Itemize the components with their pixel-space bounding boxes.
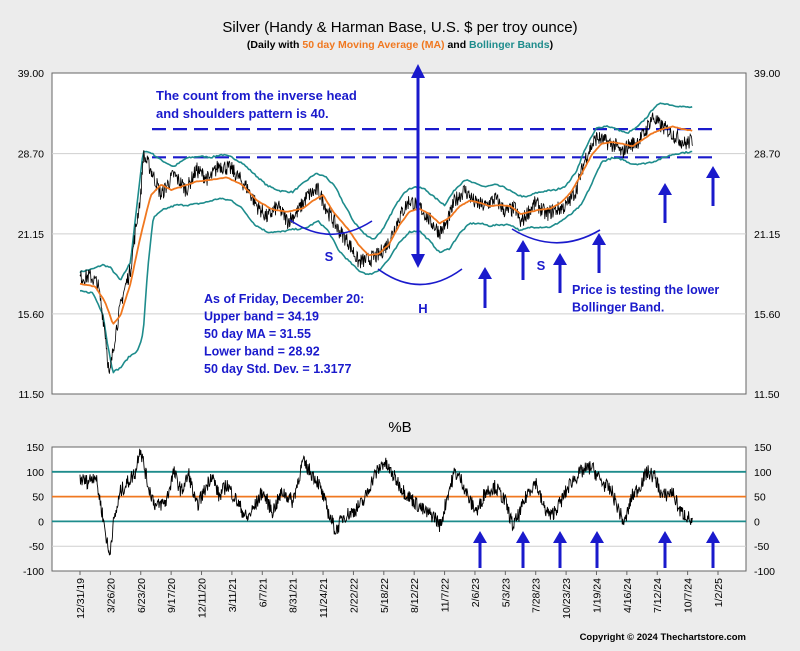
price-y-tick-label-left: 21.15 [18, 229, 44, 241]
bollinger-upper-band [79, 102, 693, 281]
testing-annotation-line: Price is testing the lower [572, 283, 719, 297]
x-tick-label: 1/19/24 [591, 578, 603, 613]
percent-b-up-arrow-head [706, 531, 720, 543]
price-y-ticks-right: 39.00 28.70 21.15 15.60 11.50 [754, 68, 780, 401]
count-annotation-line: and shoulders pattern is 40. [156, 106, 329, 121]
count-arrow-bottom-head [411, 254, 425, 268]
price-up-arrow-head [658, 183, 672, 195]
moving-average-line [79, 125, 693, 325]
subtitle-middle: and [445, 39, 470, 51]
percent-b-y-tick-label-right: 50 [754, 492, 766, 504]
x-tick-label: 10/23/23 [561, 578, 573, 619]
subtitle-ma-label: 50 day Moving Average (MA) [302, 39, 444, 51]
pattern-label-left-shoulder: S [325, 249, 334, 264]
price-y-gridlines [52, 153, 746, 315]
x-tick-label: 5/3/23 [500, 578, 512, 607]
x-tick-label: 9/17/20 [166, 578, 178, 613]
percent-b-y-tick-label-right: 150 [754, 442, 772, 454]
x-tick-label: 6/23/20 [136, 578, 148, 613]
price-annotations: S H S The count from the inverse head and sh… [156, 64, 720, 376]
count-arrow-top-head [411, 64, 425, 78]
price-y-tick-label-left: 11.50 [19, 389, 45, 401]
x-tick-label: 12/11/20 [197, 578, 209, 618]
percent-b-series-group [79, 448, 693, 556]
percent-b-title: %B [388, 419, 411, 436]
x-tick-label: 12/31/19 [75, 578, 87, 619]
price-up-arrow-head [592, 233, 606, 245]
price-y-tick-label-right: 11.50 [754, 389, 780, 401]
copyright: Copyright © 2024 Thechartstore.com [580, 632, 746, 643]
percent-b-y-tick-label-left: -50 [29, 541, 44, 553]
testing-annotation-line: Bollinger Band. [572, 301, 664, 315]
percent-b-y-tick-label-right: 0 [754, 516, 760, 528]
x-tick-label: 11/24/21 [318, 578, 330, 618]
price-y-tick-label-left: 39.00 [18, 68, 44, 80]
price-up-arrow-head [706, 166, 720, 178]
head-curve [377, 268, 463, 286]
percent-b-line [79, 448, 693, 556]
x-tick-label: 11/7/22 [440, 578, 452, 612]
x-tick-label: 2/22/22 [348, 578, 360, 613]
percent-b-up-arrow-head [658, 531, 672, 543]
price-line [79, 112, 694, 374]
percent-b-y-tick-label-left: -100 [23, 566, 44, 578]
price-y-tick-label-right: 15.60 [754, 309, 780, 321]
percent-b-y-tick-label-left: 150 [26, 442, 44, 454]
price-up-arrow-head [478, 267, 492, 279]
percent-b-y-tick-label-left: 100 [26, 467, 44, 479]
price-series-group [79, 102, 694, 374]
x-tick-label: 1/2/25 [713, 578, 725, 607]
chart-title: Silver (Handy & Harman Base, U.S. $ per … [222, 19, 577, 36]
x-tick-label: 10/7/24 [683, 578, 695, 613]
price-y-tick-label-left: 28.70 [18, 149, 44, 161]
as-of-annotation-line: 50 day MA = 31.55 [204, 327, 311, 341]
as-of-annotation-line: Lower band = 28.92 [204, 345, 320, 359]
x-tick-label: 7/28/23 [531, 578, 543, 613]
percent-b-y-ticks-left: 150 100 50 0 -50 -100 [23, 442, 44, 578]
percent-b-up-arrow-head [516, 531, 530, 543]
as-of-annotation-line: 50 day Std. Dev. = 1.3177 [204, 362, 351, 376]
x-axis-ticks: 12/31/19 3/26/20 6/23/20 9/17/20 12/11/20 3/1… [75, 571, 725, 619]
x-tick-label: 7/12/24 [652, 578, 664, 613]
percent-b-y-tick-label-right: -50 [754, 541, 769, 553]
pattern-label-right-shoulder: S [537, 258, 546, 273]
subtitle-bb-label: Bollinger Bands [469, 39, 550, 51]
as-of-annotation-line: Upper band = 34.19 [204, 310, 319, 324]
pattern-label-head: H [418, 301, 427, 316]
subtitle-prefix: (Daily with [247, 39, 302, 51]
count-annotation-line: The count from the inverse head [156, 88, 357, 103]
price-up-arrow-head [553, 253, 567, 265]
price-y-tick-label-left: 15.60 [18, 309, 44, 321]
x-tick-label: 3/11/21 [227, 578, 239, 612]
left-shoulder-curve [289, 219, 373, 236]
chart-subtitle: (Daily with 50 day Moving Average (MA) a… [247, 39, 553, 51]
x-tick-label: 8/12/22 [409, 578, 421, 613]
x-tick-label: 8/31/21 [288, 578, 300, 613]
percent-b-y-tick-label-left: 0 [38, 516, 44, 528]
x-tick-label: 4/16/24 [622, 578, 634, 613]
right-shoulder-curve [511, 228, 601, 244]
price-y-tick-label-right: 21.15 [754, 229, 780, 241]
percent-b-up-arrow-head [553, 531, 567, 543]
percent-b-y-ticks-right: 150 100 50 0 -50 -100 [754, 442, 775, 578]
percent-b-y-tick-label-left: 50 [32, 492, 44, 504]
percent-b-plot-area [51, 446, 747, 572]
bollinger-lower-band [79, 150, 693, 374]
price-y-tick-label-right: 28.70 [754, 149, 780, 161]
percent-b-y-tick-label-right: 100 [754, 467, 772, 479]
price-y-ticks-left: 39.00 28.70 21.15 15.60 11.50 [18, 68, 44, 401]
as-of-annotation-line: As of Friday, December 20: [204, 292, 364, 306]
x-tick-label: 5/18/22 [379, 578, 391, 613]
percent-b-up-arrow-head [473, 531, 487, 543]
price-y-tick-label-right: 39.00 [754, 68, 780, 80]
percent-b-y-tick-label-right: -100 [754, 566, 775, 578]
x-tick-label: 3/26/20 [105, 578, 117, 613]
x-tick-label: 2/6/23 [470, 578, 482, 607]
price-up-arrow-head [516, 240, 530, 252]
percent-b-arrows [473, 531, 720, 568]
x-tick-label: 6/7/21 [257, 578, 269, 607]
subtitle-suffix: ) [550, 39, 554, 51]
percent-b-up-arrow-head [590, 531, 604, 543]
